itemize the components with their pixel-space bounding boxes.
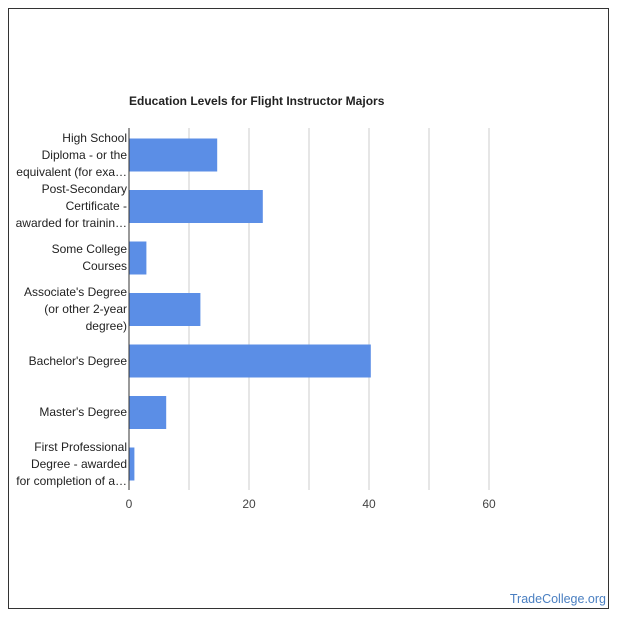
bar[interactable] — [129, 241, 147, 275]
category-label: Bachelor's Degree — [2, 353, 127, 370]
chart-title: Education Levels for Flight Instructor M… — [129, 94, 385, 108]
bar[interactable] — [129, 190, 263, 223]
category-label-line: High School — [62, 130, 127, 145]
x-tick-label: 60 — [482, 497, 496, 511]
category-label-line: Degree - awarded — [30, 456, 127, 471]
bar[interactable] — [129, 344, 371, 378]
x-tick-label: 20 — [242, 497, 256, 511]
bars — [129, 138, 371, 481]
bar[interactable] — [129, 447, 135, 481]
category-label-line: Diploma - or the — [41, 147, 127, 162]
category-label-line: Some College — [51, 242, 127, 256]
category-label: Some College Courses — [2, 241, 127, 275]
category-label-line: Courses — [82, 259, 127, 273]
category-label-line: First Professional — [34, 439, 127, 454]
bar[interactable] — [129, 396, 167, 429]
category-label-line: (or other 2-year — [44, 302, 127, 316]
bar[interactable] — [129, 293, 201, 326]
gridlines — [188, 128, 490, 490]
watermark-link[interactable]: TradeCollege.org — [509, 592, 606, 606]
category-label: High School Diploma - or the equivalent (f… — [2, 130, 127, 181]
category-label-line: equivalent (for exa… — [16, 164, 127, 179]
category-label: Associate's Degree (or other 2-year degree… — [2, 284, 127, 335]
category-label-line: Post-Secondary — [41, 182, 127, 196]
category-label-line: awarded for trainin… — [15, 216, 127, 230]
x-axis-ticks: 0 20 40 60 — [126, 497, 496, 511]
category-label-line: Certificate - — [65, 199, 127, 213]
x-tick-label: 0 — [126, 497, 133, 511]
category-label-line: Bachelor's Degree — [28, 353, 127, 368]
category-label-line: degree) — [85, 319, 127, 333]
category-label-line: Master's Degree — [39, 405, 127, 419]
category-label: Master's Degree — [2, 404, 127, 421]
category-label: First Professional Degree - awarded for co… — [2, 439, 127, 490]
category-label: Post-Secondary Certificate - awarded for t… — [2, 181, 127, 232]
category-label-line: Associate's Degree — [23, 285, 127, 299]
bar[interactable] — [129, 138, 218, 172]
x-tick-label: 40 — [362, 497, 376, 511]
category-label-line: for completion of a… — [16, 473, 127, 488]
